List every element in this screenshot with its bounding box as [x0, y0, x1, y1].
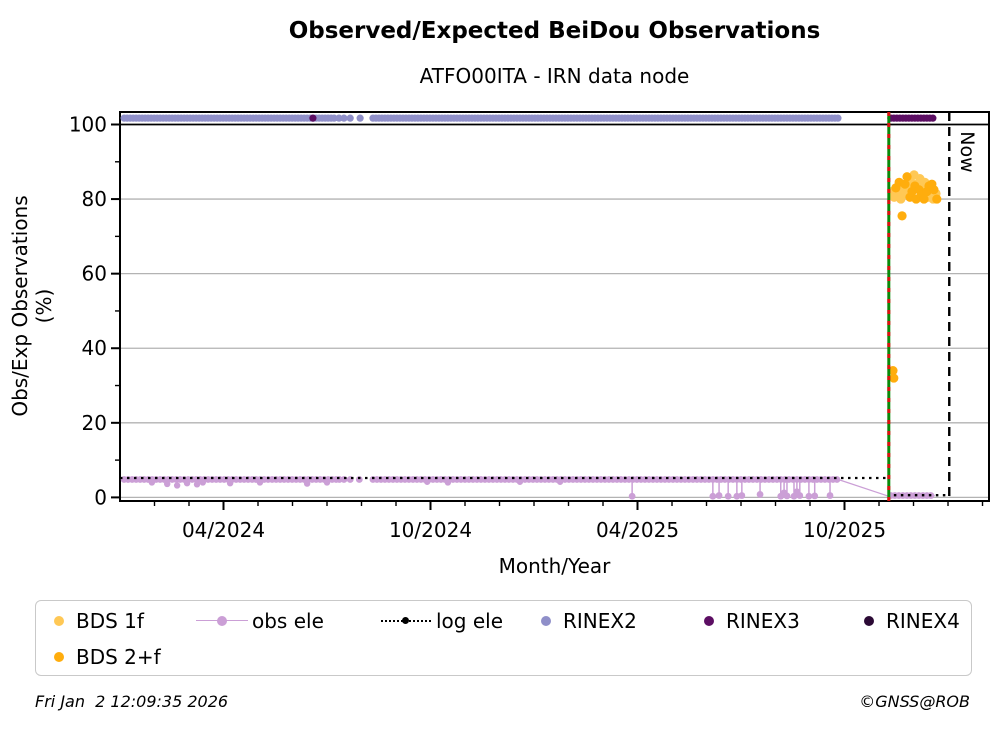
- chart-title: Observed/Expected BeiDou Observations: [288, 18, 821, 44]
- legend-label: obs ele: [252, 609, 324, 633]
- svg-text:20: 20: [82, 411, 107, 435]
- gridlines: [120, 123, 989, 499]
- bds-1f-dot-icon: [54, 616, 64, 626]
- svg-text:10/2025: 10/2025: [803, 518, 886, 542]
- copyright-credit: ©GNSS@ROB: [859, 692, 970, 711]
- legend: BDS 1f obs ele log ele RINEX2 RINEX3 RIN…: [35, 600, 972, 676]
- x-axis-label: Month/Year: [498, 554, 611, 578]
- annotation-lines: [887, 112, 951, 501]
- axis-ticks: 0 20 40 60 80 100 04/2024 10/2024 04/2025 10/2025: [69, 113, 984, 542]
- series-obs-ele: [120, 476, 935, 500]
- rinex4-dot-icon: [864, 616, 874, 626]
- svg-text:100: 100: [69, 113, 107, 137]
- svg-text:10/2024: 10/2024: [389, 518, 472, 542]
- chart-subtitle: ATFO00ITA - IRN data node: [419, 64, 690, 88]
- legend-label: RINEX4: [886, 609, 960, 633]
- svg-text:0: 0: [94, 485, 107, 509]
- series-rinex2: [120, 114, 842, 122]
- svg-text:80: 80: [82, 187, 107, 211]
- rinex2-dot-icon: [541, 616, 551, 626]
- plot-box: [119, 111, 990, 502]
- svg-text:40: 40: [82, 336, 107, 360]
- series-rinex3: [309, 114, 937, 122]
- legend-label: RINEX2: [563, 609, 637, 633]
- legend-label: BDS 1f: [76, 609, 144, 633]
- svg-text:60: 60: [82, 262, 107, 286]
- svg-text:04/2025: 04/2025: [596, 518, 679, 542]
- rinex3-dot-icon: [704, 616, 714, 626]
- svg-text:04/2024: 04/2024: [182, 518, 265, 542]
- legend-label: BDS 2+f: [76, 645, 161, 669]
- legend-label: log ele: [436, 609, 504, 633]
- obs-ele-dot-icon: [217, 616, 227, 626]
- plot-timestamp: Fri Jan 2 12:09:35 2026: [35, 692, 229, 711]
- bds-2f-dot-icon: [54, 652, 64, 662]
- series-bds-2-f: [888, 172, 942, 383]
- legend-label: RINEX3: [726, 609, 800, 633]
- log-ele-dot-icon: [402, 617, 409, 624]
